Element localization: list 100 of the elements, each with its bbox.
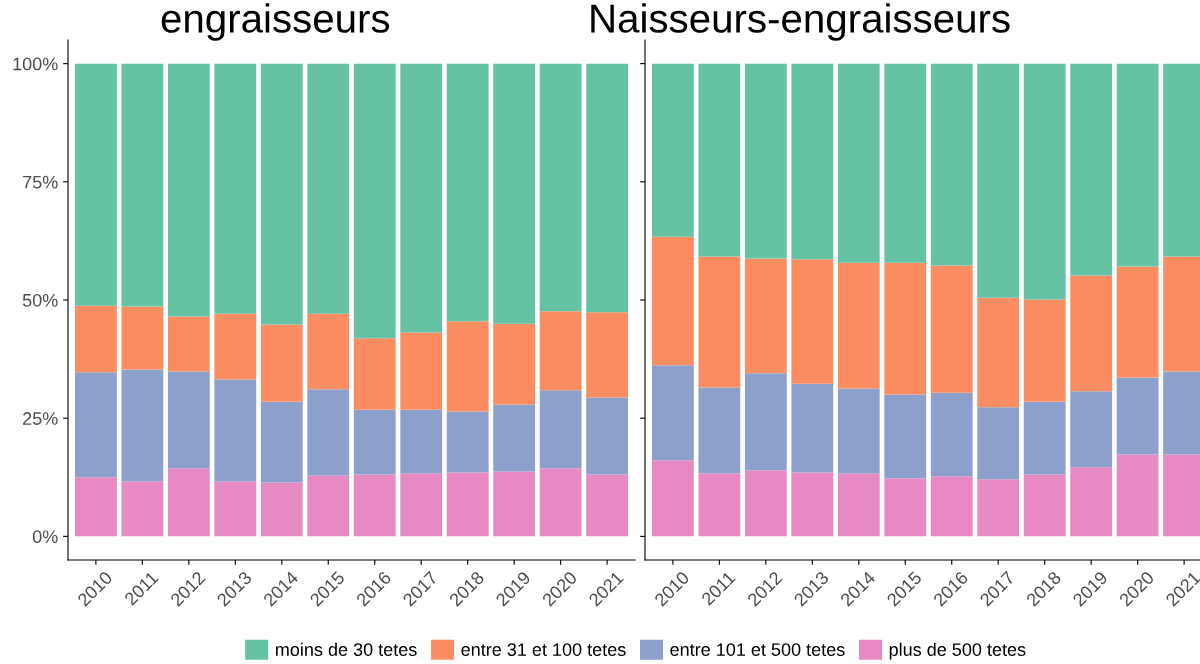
bar <box>307 475 350 537</box>
bar <box>1023 474 1066 537</box>
bar <box>493 471 536 537</box>
bar <box>214 481 257 537</box>
bar <box>539 468 582 537</box>
legend-label: moins de 30 tetes <box>276 642 417 656</box>
bar <box>930 392 973 477</box>
bar <box>1070 63 1113 276</box>
bar <box>353 409 396 475</box>
bar <box>214 313 257 380</box>
bar <box>74 372 117 478</box>
bar <box>307 313 350 390</box>
bar <box>446 472 489 537</box>
bar <box>1070 467 1113 537</box>
bar <box>586 474 629 537</box>
bar <box>586 63 629 313</box>
bar <box>214 379 257 482</box>
y-tick-label: 25% <box>23 412 58 425</box>
bar <box>698 63 741 257</box>
y-tick-label: 50% <box>22 293 58 307</box>
bar <box>791 259 834 384</box>
bar <box>977 63 1020 298</box>
bar <box>698 256 741 388</box>
bar <box>1023 63 1066 300</box>
bar <box>74 305 117 373</box>
legend-label: entre 31 et 100 tetes <box>461 643 626 656</box>
y-tick-label: 75% <box>23 175 58 189</box>
bar <box>744 63 787 259</box>
bar <box>400 409 443 474</box>
bar <box>1116 454 1159 537</box>
bar <box>698 387 741 474</box>
bar <box>353 63 396 339</box>
bar <box>1116 377 1159 455</box>
bar <box>884 262 927 395</box>
bar <box>493 323 536 405</box>
bar <box>121 306 164 370</box>
bar <box>586 312 629 398</box>
bar <box>1070 275 1113 392</box>
bar <box>744 470 787 537</box>
bar <box>651 236 694 366</box>
bar <box>121 481 164 537</box>
bar <box>446 411 489 473</box>
bar <box>307 389 350 476</box>
bar <box>493 404 536 472</box>
bar <box>260 401 303 483</box>
bar <box>837 262 880 389</box>
bar <box>837 388 880 474</box>
bar <box>167 316 210 372</box>
bar <box>353 338 396 410</box>
chart-title: engraisseurs <box>161 3 390 41</box>
bar <box>1023 401 1066 475</box>
bar <box>74 63 117 306</box>
bar <box>539 390 582 469</box>
bar <box>167 63 210 317</box>
bar <box>791 63 834 260</box>
bar <box>977 297 1020 408</box>
bar <box>400 473 443 537</box>
bar <box>977 407 1020 480</box>
bar <box>930 476 973 537</box>
bar <box>493 63 536 324</box>
bar <box>698 473 741 537</box>
bar <box>1070 391 1113 468</box>
bar <box>930 265 973 393</box>
chart-title: Naisseurs-engraisseurs <box>591 3 1010 41</box>
bar <box>167 468 210 537</box>
bar <box>400 332 443 410</box>
bar <box>1116 63 1159 267</box>
bar <box>1116 266 1159 378</box>
bar <box>260 482 303 537</box>
bar <box>837 473 880 537</box>
bar <box>214 63 257 314</box>
bar <box>791 472 834 537</box>
bar <box>651 63 694 237</box>
bar <box>260 63 303 325</box>
bar <box>307 63 350 314</box>
bar <box>884 394 927 479</box>
bar <box>121 63 164 307</box>
bar <box>651 460 694 537</box>
bar <box>1023 299 1066 402</box>
bar <box>586 397 629 475</box>
bar <box>651 365 694 461</box>
bar <box>791 383 834 473</box>
y-tick-label: 0% <box>32 530 58 544</box>
bar <box>74 477 117 537</box>
bar <box>446 321 489 412</box>
bar <box>884 63 927 263</box>
bar <box>539 311 582 391</box>
bar <box>446 63 489 322</box>
legend-label: entre 101 et 500 tetes <box>670 643 845 656</box>
bar <box>884 478 927 537</box>
bar <box>539 63 582 312</box>
legend-label: plus de 500 tetes <box>889 642 1026 660</box>
bar <box>744 258 787 374</box>
bar <box>400 63 443 333</box>
bar <box>260 324 303 402</box>
bar <box>167 371 210 469</box>
bar <box>930 63 973 266</box>
bar <box>121 369 164 482</box>
y-tick-label: 100% <box>13 57 58 71</box>
bar <box>837 63 880 263</box>
